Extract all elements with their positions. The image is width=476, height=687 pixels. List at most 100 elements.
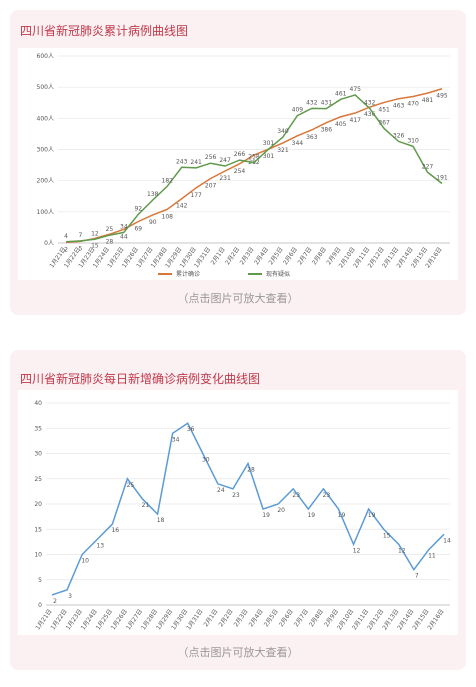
y-tick-label: 500人 — [37, 84, 54, 91]
caption[interactable]: （点击图片可放大查看） — [177, 292, 299, 305]
data-label: 18 — [157, 517, 165, 524]
data-label: 15 — [383, 532, 391, 539]
data-label: 340 — [277, 128, 289, 135]
data-label: 247 — [219, 157, 231, 164]
data-label: 142 — [176, 203, 188, 210]
data-label: 363 — [306, 134, 318, 141]
data-label: 2 — [53, 598, 57, 605]
data-label: 23 — [323, 492, 331, 499]
data-label: 108 — [162, 213, 174, 220]
data-label: 16 — [111, 527, 119, 534]
data-label: 24 — [217, 487, 225, 494]
data-label: 386 — [321, 127, 333, 134]
y-tick-label: 600人 — [37, 53, 54, 60]
data-label: 19 — [338, 512, 346, 519]
data-label: 92 — [134, 205, 142, 212]
data-label: 7 — [415, 573, 419, 580]
data-label: 405 — [335, 121, 347, 128]
data-label: 5 — [79, 245, 83, 252]
data-label: 254 — [234, 168, 246, 175]
data-label: 432 — [364, 99, 376, 106]
data-label: 417 — [350, 117, 362, 124]
data-label: 432 — [306, 99, 318, 106]
data-label: 23 — [292, 492, 300, 499]
data-label: 495 — [436, 93, 448, 100]
x-tick-label: 2月4日 — [248, 608, 265, 628]
y-tick-label: 0人 — [44, 240, 54, 247]
legend-label: 现有疑似 — [266, 270, 290, 278]
x-tick-label: 2月5日 — [263, 608, 280, 628]
data-label: 301 — [263, 153, 275, 160]
data-label: 44 — [120, 233, 128, 240]
data-label: 19 — [368, 512, 376, 519]
data-label: 30 — [202, 457, 210, 464]
data-label: 227 — [422, 163, 434, 170]
data-label: 256 — [205, 154, 217, 161]
data-label: 3 — [68, 593, 72, 600]
y-tick-label: 100人 — [37, 209, 54, 216]
data-label: 182 — [162, 177, 174, 184]
data-label: 177 — [190, 192, 202, 199]
data-label: 23 — [232, 492, 240, 499]
data-label: 36 — [187, 426, 195, 433]
data-label: 4 — [64, 233, 68, 240]
data-label: 301 — [263, 140, 275, 147]
data-label: 138 — [147, 191, 159, 198]
data-label: 310 — [407, 137, 419, 144]
data-label: 207 — [205, 182, 217, 189]
y-tick-label: 30 — [34, 451, 42, 458]
chart-card: 四川省新冠肺炎每日新增确诊病例变化曲线图 0 5 10 15 20 25 30 35 40 1月2… — [10, 350, 466, 670]
data-label: 34 — [172, 436, 180, 443]
y-tick-label: 35 — [34, 425, 42, 432]
y-tick-label: 300人 — [37, 147, 54, 154]
x-tick-label: 2月8日 — [308, 608, 325, 628]
data-label: 241 — [190, 159, 202, 166]
data-label: 258 — [248, 154, 260, 161]
data-label: 191 — [436, 174, 448, 181]
data-label: 436 — [364, 111, 376, 118]
data-label: 12 — [91, 230, 99, 237]
x-tick-label: 2月3日 — [233, 608, 250, 628]
data-label: 69 — [134, 225, 142, 232]
y-tick-label: 25 — [34, 476, 42, 483]
chart-title: 四川省新冠肺炎累计病例曲线图 — [20, 24, 189, 38]
data-label: 12 — [353, 547, 361, 554]
legend-label: 累计确诊 — [176, 270, 200, 278]
series-line — [51, 422, 445, 596]
data-label: 19 — [262, 512, 270, 519]
data-label: 21 — [142, 502, 150, 509]
y-tick-label: 40 — [34, 400, 42, 407]
data-label: 15 — [91, 242, 99, 249]
data-label: 243 — [176, 158, 188, 165]
x-tick-label: 2月1日 — [202, 608, 219, 628]
data-label: 321 — [277, 147, 289, 154]
chart: 0人100人200人300人400人500人600人1月21日1月22日1月23… — [18, 48, 458, 280]
data-label: 90 — [149, 219, 157, 226]
data-label: 409 — [292, 107, 304, 114]
data-label: 431 — [321, 100, 333, 107]
data-label: 231 — [219, 175, 231, 182]
x-tick-label: 2月6日 — [278, 608, 295, 628]
y-tick-label: 15 — [34, 526, 42, 533]
data-label: 13 — [96, 542, 104, 549]
data-label: 11 — [428, 552, 436, 559]
data-label: 14 — [443, 537, 451, 544]
data-label: 463 — [393, 103, 405, 110]
caption[interactable]: （点击图片可放大查看） — [177, 646, 299, 659]
data-label: 344 — [292, 140, 304, 147]
data-label: 20 — [277, 507, 285, 514]
y-tick-label: 400人 — [37, 115, 54, 122]
chart-card: 四川省新冠肺炎累计病例曲线图 0人 100人 200人 300人 400人 500人 600… — [10, 10, 466, 315]
data-label: 451 — [378, 106, 390, 113]
data-label: 481 — [422, 97, 434, 104]
data-label: 470 — [407, 101, 419, 108]
data-label: 266 — [234, 151, 246, 158]
data-label: 10 — [81, 558, 89, 565]
series-line — [65, 94, 443, 243]
data-label: 461 — [335, 90, 347, 97]
data-label: 12 — [398, 547, 406, 554]
data-label: 28 — [106, 238, 114, 245]
data-label: 19 — [307, 512, 315, 519]
y-tick-label: 0 — [38, 602, 42, 609]
